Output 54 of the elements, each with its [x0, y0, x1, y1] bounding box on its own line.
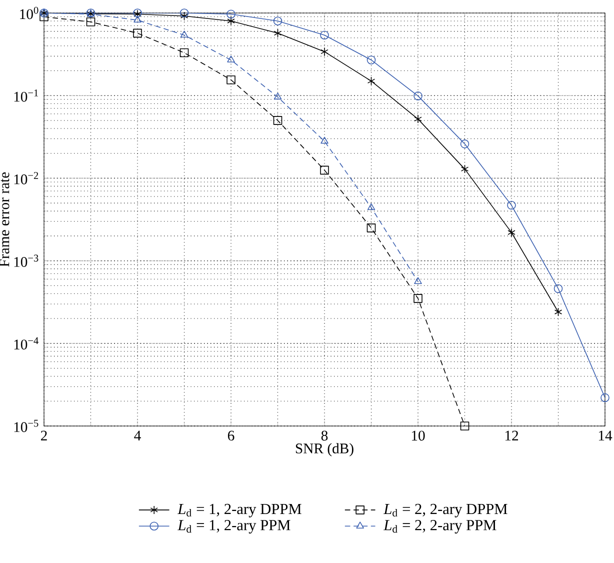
point	[366, 56, 376, 64]
x-tick-label: 12	[505, 430, 518, 440]
point	[133, 28, 142, 38]
x-tick-label: 4	[134, 430, 141, 440]
point	[554, 308, 562, 316]
legend-label: L$_{d}$ = 2, 2-ary PPM	[383, 520, 496, 534]
point	[320, 30, 329, 40]
point	[274, 92, 282, 100]
point	[273, 116, 282, 125]
point	[40, 12, 48, 22]
point	[274, 28, 282, 38]
y-tick-label: 10$^{−1}$	[14, 89, 38, 102]
point	[366, 224, 376, 232]
point	[414, 114, 422, 124]
point	[180, 48, 189, 58]
y-tick-label: 10$^{0}$	[20, 6, 38, 20]
point	[227, 56, 235, 62]
point	[367, 76, 376, 86]
legend-label: L$_{d}$ = 1, 2-ary PPM	[177, 520, 290, 534]
legend-label: L$_{d}$ = 2, 2-ary DPPM	[383, 504, 508, 518]
y-tick-label: 10$^{−2}$	[14, 172, 38, 184]
point	[86, 18, 96, 26]
point	[414, 92, 422, 100]
point	[507, 200, 516, 210]
y-tick-label: 10$^{−4}$	[14, 337, 38, 350]
point	[414, 294, 422, 303]
point	[226, 75, 236, 84]
x-tick-label: 2	[40, 430, 47, 440]
y-tick-label: 10$^{−5}$	[14, 420, 38, 432]
point	[600, 393, 610, 402]
point	[460, 140, 470, 148]
point	[273, 16, 282, 26]
point	[460, 164, 469, 174]
point	[180, 30, 188, 38]
x-tick-label: 8	[321, 430, 328, 441]
point	[180, 12, 188, 20]
point	[227, 16, 235, 26]
point	[414, 277, 422, 284]
x-axis-title: SNR (dB)	[296, 443, 354, 456]
x-tick-label: 10	[412, 430, 425, 441]
x-tick-label: 14	[598, 430, 612, 440]
point	[320, 166, 329, 175]
point	[320, 47, 328, 56]
point	[320, 136, 328, 144]
y-tick-label: 10$^{−3}$	[14, 254, 38, 267]
point	[554, 284, 563, 294]
point	[180, 8, 189, 18]
point	[134, 16, 142, 23]
point	[367, 203, 376, 210]
point	[226, 10, 236, 18]
x-tick-label: 6	[228, 430, 234, 441]
point	[460, 422, 470, 430]
legend-label: L$_{d}$ = 1, 2-ary DPPM	[177, 504, 302, 518]
point	[508, 228, 516, 237]
